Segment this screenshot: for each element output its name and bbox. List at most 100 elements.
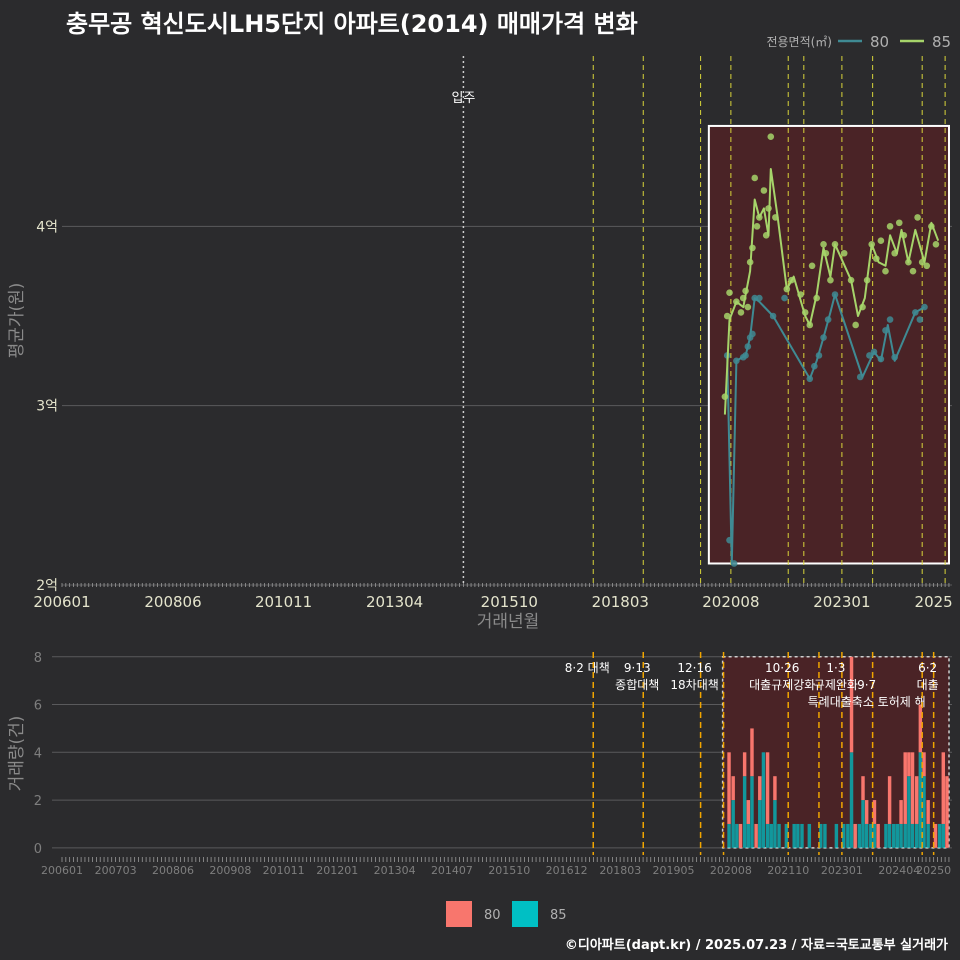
bar-80 (853, 823, 857, 848)
x2-tick-label: 201905 (653, 864, 695, 877)
x2-tick-label: 202404 (878, 864, 920, 877)
point-85 (744, 303, 752, 311)
legend-swatch-bar-85 (512, 901, 538, 927)
point-85 (932, 240, 940, 248)
x-tick-label: 201510 (481, 593, 538, 611)
line-80 (726, 293, 925, 565)
x-tick-label: 202301 (813, 593, 870, 611)
bar-85 (922, 776, 926, 848)
legend-label-bar-80: 80 (484, 908, 501, 923)
bar-80 (849, 656, 854, 753)
bar-80 (907, 752, 911, 777)
point-85 (760, 187, 768, 194)
bar-85 (750, 776, 754, 848)
bar-85 (884, 823, 888, 848)
bar-85 (746, 823, 751, 848)
point-85 (914, 214, 921, 221)
x2-tick-label: 201510 (488, 864, 530, 877)
point-85 (808, 262, 816, 270)
bar-85 (941, 823, 946, 848)
point-85 (840, 249, 848, 257)
bar-80 (758, 776, 762, 801)
x2-tick-label: 201201 (316, 864, 358, 877)
policy-label: 대출 (917, 678, 939, 692)
point-80 (781, 294, 788, 302)
bar-85 (864, 823, 869, 848)
bar-85 (849, 752, 854, 848)
x2-tick-label: 200806 (152, 864, 194, 877)
y2-tick-label: 6 (34, 699, 42, 714)
bar-80 (864, 800, 869, 824)
bar-85 (761, 752, 766, 848)
line-85 (723, 168, 940, 415)
x2-tick-label: 200703 (95, 864, 137, 877)
bar-85 (731, 800, 735, 848)
y2-axis-title: 거래량(건) (7, 716, 27, 792)
point-85 (909, 267, 917, 275)
bar-85 (903, 823, 907, 848)
legend-label-85: 85 (932, 33, 951, 51)
point-85 (882, 267, 889, 275)
bar-80 (945, 776, 949, 848)
bar-85 (727, 823, 731, 848)
policy-label: 규제완화 (814, 678, 858, 692)
x2-tick-label: 200908 (209, 864, 251, 877)
bar-85 (834, 823, 839, 848)
legend-title: 전용면적(㎡) (766, 35, 832, 49)
bar-80 (872, 800, 877, 824)
point-85 (767, 133, 775, 140)
bar-85 (758, 800, 762, 848)
y2-tick-label: 2 (34, 794, 42, 809)
point-85 (886, 223, 894, 230)
x-tick-label: 201011 (255, 593, 312, 611)
policy-label: 특례대출축소 토허제 해 (808, 695, 926, 709)
move-in-label: 입주 (451, 91, 475, 106)
x2-tick-label: 20250 (916, 864, 951, 877)
bar-85 (800, 823, 804, 848)
bar-85 (899, 823, 903, 848)
x-tick-label: 2025 (915, 593, 953, 611)
x2-tick-label: 200601 (41, 864, 83, 877)
bar-80 (861, 776, 865, 801)
bar-85 (907, 776, 911, 848)
bar-85 (846, 823, 850, 848)
x2-tick-label: 201407 (431, 864, 473, 877)
bar-85 (769, 823, 773, 848)
point-85 (877, 237, 885, 245)
x-tick-label: 200806 (144, 593, 201, 611)
chart-title: 충무공 혁신도시LH5단지 아파트(2014) 매매가격 변화 (66, 10, 638, 38)
point-85 (820, 240, 827, 248)
bar-80 (933, 823, 938, 848)
point-85 (723, 312, 731, 320)
legend-label-80: 80 (870, 33, 889, 51)
bar-80 (746, 800, 751, 824)
legend-swatch-bar-80 (446, 901, 472, 927)
policy-label: 종합대책 (615, 677, 659, 692)
x2-tick-label: 201612 (546, 864, 588, 877)
bar-85 (910, 823, 915, 848)
policy-label: 10·26 (765, 661, 799, 675)
bar-85 (792, 823, 796, 848)
bar-85 (926, 823, 930, 848)
bar-80 (918, 704, 923, 753)
bar-85 (895, 823, 900, 848)
y-tick-label: 2억 (36, 578, 58, 594)
x2-tick-label: 202008 (710, 864, 752, 877)
bar-85 (892, 823, 896, 848)
x-tick-label: 201304 (366, 593, 423, 611)
bar-85 (784, 823, 789, 848)
highlight-box (707, 124, 950, 565)
bar-85 (937, 823, 942, 848)
policy-label: 1·3 (826, 661, 845, 675)
x2-tick-label: 201304 (374, 864, 416, 877)
bar-85 (861, 800, 865, 848)
x2-tick-label: 202110 (767, 864, 809, 877)
policy-label: 18차대책 (670, 677, 718, 692)
bar-80 (914, 776, 919, 824)
bar-85 (869, 823, 873, 848)
bar-85 (872, 823, 877, 848)
bar-80 (910, 752, 915, 824)
bar-85 (819, 823, 823, 848)
bar-85 (823, 823, 827, 848)
